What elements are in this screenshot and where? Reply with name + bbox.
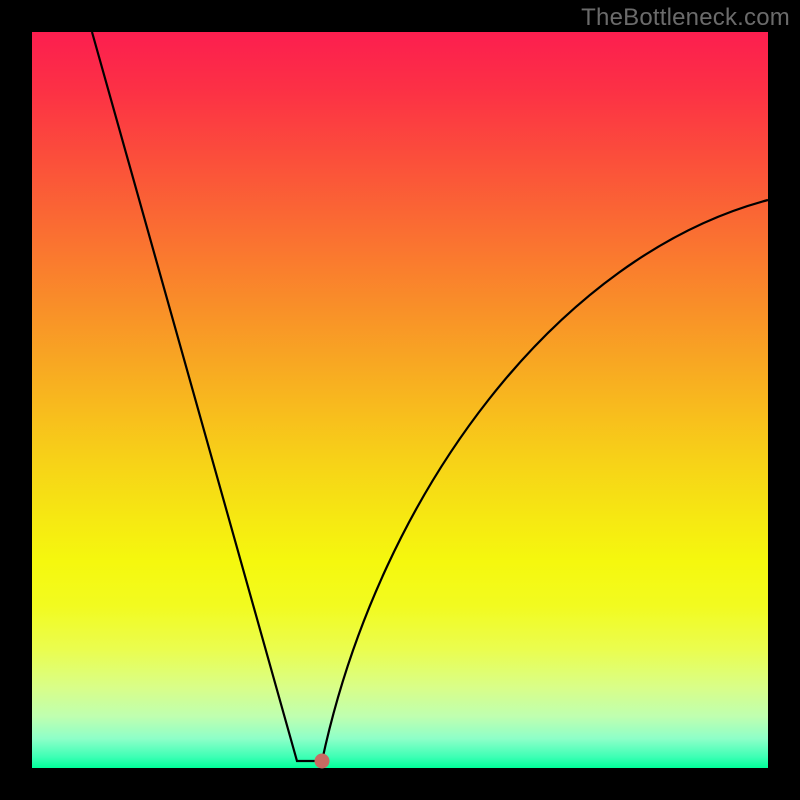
optimum-marker — [315, 754, 330, 769]
watermark-text: TheBottleneck.com — [581, 4, 790, 32]
chart-container: TheBottleneck.com — [0, 0, 800, 800]
bottleneck-chart — [0, 0, 800, 800]
plot-area — [32, 32, 768, 768]
